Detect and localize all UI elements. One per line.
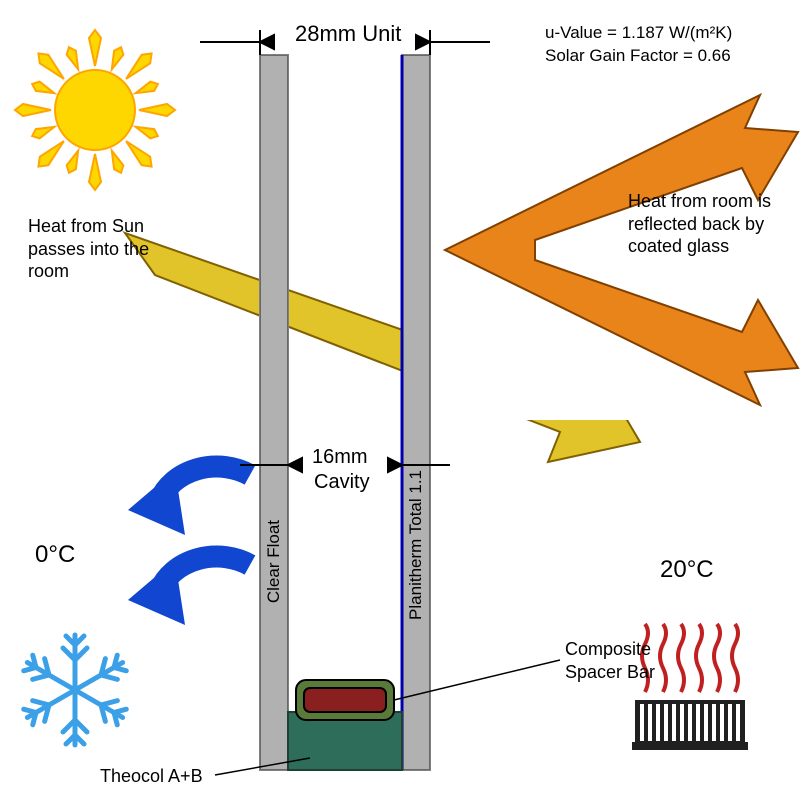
reflected-heat-label: Heat from room is reflected back by coat… xyxy=(628,190,798,258)
cavity-word-label: Cavity xyxy=(314,470,370,495)
sun-heat-label: Heat from Sun passes into the room xyxy=(28,215,188,283)
snowflake-icon xyxy=(21,635,128,745)
sealant-label: Theocol A+B xyxy=(100,765,203,788)
sun-icon xyxy=(15,30,175,190)
right-glass-label: Planitherm Total 1.1 xyxy=(406,470,426,620)
solar-gain-label: Solar Gain Factor = 0.66 xyxy=(545,45,731,66)
spacer-label: Composite Spacer Bar xyxy=(565,638,685,683)
u-value-label: u-Value = 1.187 W/(m²K) xyxy=(545,22,732,43)
temp-inside-label: 20°C xyxy=(660,555,714,585)
cavity-size-label: 16mm xyxy=(312,445,368,470)
left-glass-label: Clear Float xyxy=(264,520,284,603)
unit-width-label: 28mm Unit xyxy=(295,20,401,48)
spacer-bar xyxy=(296,680,394,720)
temp-outside-label: 0°C xyxy=(35,540,75,570)
